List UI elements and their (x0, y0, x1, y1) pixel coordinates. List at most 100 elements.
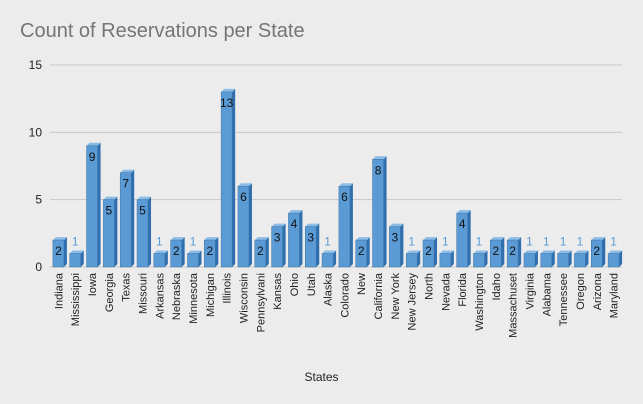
bar (523, 253, 536, 268)
bar-top (120, 169, 135, 173)
data-label: 1 (408, 235, 415, 249)
data-label: 5 (106, 204, 113, 218)
bar-side (434, 237, 438, 267)
bar (170, 239, 182, 268)
bar-side (366, 237, 370, 267)
bar-side (80, 250, 84, 267)
x-tick-label: Massachuset (508, 273, 520, 338)
bar-top (271, 223, 286, 227)
data-label: 1 (156, 235, 163, 249)
data-label: 2 (257, 244, 264, 258)
x-axis-title: States (304, 370, 339, 384)
data-label: 2 (593, 244, 600, 258)
bar-top (540, 250, 555, 254)
bar (271, 226, 283, 268)
bar (204, 239, 216, 268)
bar (187, 253, 199, 268)
x-tick-label: Illinois (222, 273, 234, 304)
x-tick-label: Arizona (592, 272, 604, 310)
data-label: 8 (375, 163, 382, 177)
bar-top (456, 210, 471, 214)
x-tick-label: New York (390, 273, 402, 320)
bar (254, 239, 267, 268)
bar-side (215, 237, 219, 267)
y-tick-label: 10 (29, 125, 43, 139)
bar (574, 253, 586, 268)
bar-side (282, 223, 286, 267)
bar-side (316, 223, 320, 267)
bar-top (473, 250, 488, 254)
bar-top (103, 196, 118, 200)
data-label: 3 (392, 231, 399, 245)
x-tick-label: Georgia (104, 272, 116, 312)
bar (355, 239, 367, 268)
x-tick-label: Washington (474, 273, 486, 331)
bar-top (204, 237, 219, 241)
bar-top (322, 250, 337, 254)
bar-side (63, 237, 67, 267)
x-tick-label: Idaho (491, 273, 503, 301)
bar-top (523, 250, 538, 254)
bar (473, 253, 485, 268)
data-label: 1 (476, 235, 483, 249)
bar (52, 239, 65, 268)
bar (439, 253, 452, 268)
data-label: 2 (358, 244, 365, 258)
bar-top (355, 237, 370, 241)
bar-top (608, 250, 623, 254)
bar (69, 253, 81, 268)
data-label: 2 (173, 244, 180, 258)
x-tick-label: Maryland (609, 273, 621, 318)
bar (86, 145, 98, 268)
bar-top (170, 237, 185, 241)
bar (119, 172, 132, 268)
data-label: 7 (122, 177, 129, 191)
x-tick-label: Utah (306, 273, 318, 296)
bar (220, 91, 233, 268)
data-label: 1 (324, 235, 331, 249)
data-label: 2 (492, 244, 499, 258)
bar-side (114, 196, 118, 267)
bar (288, 212, 300, 268)
x-tick-label: Wisconsin (238, 273, 250, 323)
bar (136, 199, 149, 268)
bar (405, 253, 418, 268)
bar-top (52, 237, 67, 241)
bar-top (305, 223, 320, 227)
x-tick-label: Tennessee (558, 273, 570, 326)
data-label: 4 (291, 217, 298, 231)
data-label: 1 (543, 235, 550, 249)
bar-side (484, 250, 488, 267)
y-tick-label: 15 (29, 58, 43, 72)
bar-top (254, 237, 269, 241)
bar (607, 253, 620, 268)
x-tick-label: Ohio (289, 273, 301, 296)
x-tick-label: New (356, 273, 368, 295)
bar-top (372, 156, 387, 160)
data-label: 1 (442, 235, 449, 249)
x-tick-label: Indiana (53, 272, 65, 309)
bar-side (518, 237, 522, 267)
x-tick-label: Iowa (87, 272, 99, 296)
bar-side (248, 183, 252, 267)
bar-side (181, 237, 185, 267)
data-label: 1 (526, 235, 533, 249)
bar-side (131, 169, 135, 267)
bar-top (86, 142, 101, 146)
bar-top (187, 250, 202, 254)
data-label: 13 (220, 96, 234, 110)
data-label: 1 (610, 235, 617, 249)
x-tick-label: Mississippi (70, 273, 82, 326)
bar-side (148, 196, 152, 267)
bar-top (490, 237, 505, 241)
bar (338, 185, 351, 268)
bar-top (153, 250, 168, 254)
bar-top (69, 250, 84, 254)
bar-side (417, 250, 421, 267)
bar-top (338, 183, 353, 187)
chart-title: Count of Reservations per State (20, 20, 305, 42)
data-label: 1 (577, 235, 584, 249)
bar-top (557, 250, 572, 254)
